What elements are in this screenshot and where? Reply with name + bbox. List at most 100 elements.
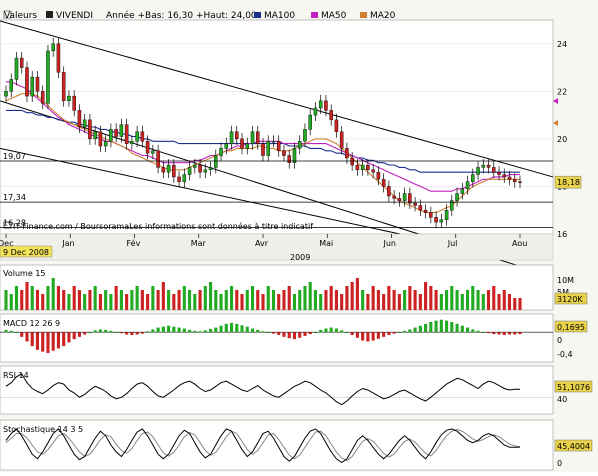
macd-bar xyxy=(208,328,213,333)
macd-bar xyxy=(14,332,19,334)
header-box-icon xyxy=(3,10,12,19)
candle xyxy=(318,94,323,114)
macd-bar xyxy=(245,326,249,333)
volume-bar xyxy=(408,286,412,310)
macd-bar xyxy=(481,332,485,334)
macd-bar xyxy=(198,331,202,333)
candle xyxy=(402,187,407,207)
candle xyxy=(376,166,381,186)
macd-bar xyxy=(319,329,323,333)
volume-bar xyxy=(224,290,228,310)
candle xyxy=(119,118,124,143)
candle xyxy=(229,125,234,150)
rsi-tick-40: 40 xyxy=(557,395,567,404)
macd-bar xyxy=(465,327,470,333)
macd-bar xyxy=(9,330,13,333)
candle xyxy=(481,159,486,174)
macd-bar xyxy=(392,332,396,334)
macd-bar xyxy=(282,332,286,337)
candle xyxy=(240,132,244,155)
volume-bar xyxy=(109,294,113,310)
level-label-1: 17,34 xyxy=(3,193,26,202)
volume-bar xyxy=(434,290,438,310)
volume-bar xyxy=(235,290,239,310)
rsi-title: RSI 14 xyxy=(3,371,29,380)
price-tick-20: 20 xyxy=(557,135,567,144)
macd-bar xyxy=(30,332,34,347)
volume-bar xyxy=(460,294,464,310)
volume-bar xyxy=(104,290,108,310)
candle xyxy=(103,135,108,152)
volume-bar xyxy=(361,290,365,310)
month-axis: Dec Jan Fév Mar Avr Mai Jun Jul Aou 2009 9 Dec 2… xyxy=(0,233,554,262)
candle xyxy=(397,192,402,207)
candle xyxy=(25,61,29,103)
ma50-swatch-icon xyxy=(311,12,318,18)
volume-bar xyxy=(507,294,512,310)
candle xyxy=(235,125,239,145)
candle xyxy=(450,194,454,217)
volume-bar xyxy=(476,290,480,310)
symbol-swatch-icon xyxy=(46,11,53,18)
month-label-1: Jan xyxy=(61,239,74,248)
price-tick-16: 16 xyxy=(557,230,567,239)
macd-bar xyxy=(476,330,480,333)
ma100-swatch-icon xyxy=(254,12,261,18)
candle xyxy=(51,37,55,57)
macd-bar xyxy=(167,325,171,333)
volume-bar xyxy=(177,290,181,310)
macd-bar xyxy=(56,332,61,349)
macd-bar xyxy=(151,329,155,333)
macd-bar xyxy=(382,332,386,337)
macd-bar xyxy=(355,332,359,338)
macd-bar xyxy=(408,329,412,333)
candle xyxy=(360,159,365,176)
volume-panel: Volume 15 10M 5M 3120K xyxy=(0,264,588,311)
macd-bar xyxy=(62,332,66,347)
macd-bar xyxy=(334,328,338,333)
macd-bar xyxy=(146,331,150,333)
macd-bar xyxy=(83,332,87,335)
candle xyxy=(88,113,92,145)
macd-bar xyxy=(98,329,102,333)
candle xyxy=(444,204,449,226)
macd-bar xyxy=(172,326,176,333)
volume-bar xyxy=(4,290,8,310)
volume-bar xyxy=(334,290,338,310)
candle xyxy=(255,125,260,150)
macd-bar xyxy=(418,325,422,333)
candle xyxy=(67,90,71,107)
volume-tick-5m: 5M xyxy=(557,288,569,297)
volume-bar xyxy=(387,286,391,310)
macd-bar xyxy=(35,332,40,350)
candle xyxy=(61,66,66,107)
candle xyxy=(439,213,444,229)
volume-bar xyxy=(518,298,522,310)
candle xyxy=(297,135,302,155)
candle xyxy=(512,173,517,188)
volume-bar xyxy=(287,286,291,310)
candle xyxy=(98,125,103,152)
volume-bar xyxy=(188,290,192,310)
volume-bar xyxy=(382,294,386,310)
candle xyxy=(334,113,339,138)
volume-bar xyxy=(245,290,249,310)
volume-bar xyxy=(455,290,459,310)
macd-bar xyxy=(125,332,129,335)
stochastic-last-value: 45,4004 xyxy=(557,442,590,451)
candle xyxy=(172,159,176,183)
level-label-2: 16,28 xyxy=(3,218,26,227)
volume-bar xyxy=(471,286,475,310)
volume-bar xyxy=(151,286,155,310)
volume-bar xyxy=(67,294,71,310)
volume-bar xyxy=(229,286,234,310)
volume-bar xyxy=(445,290,449,310)
volume-bar xyxy=(313,290,318,310)
candle xyxy=(30,71,34,103)
volume-bar xyxy=(98,294,102,310)
candle xyxy=(208,161,213,176)
candle xyxy=(193,159,197,174)
volume-bar xyxy=(319,294,323,310)
macd-bar xyxy=(93,330,97,333)
